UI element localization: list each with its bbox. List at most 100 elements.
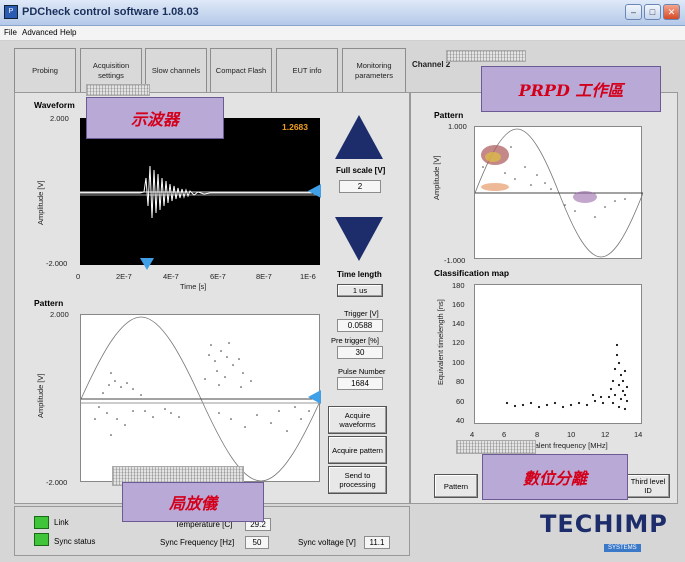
pulse-number-label: Pulse Number	[338, 367, 386, 376]
class-xlabel: Equivalent frequency [MHz]	[516, 441, 608, 450]
pattern-ymin: -2.000	[46, 478, 68, 487]
acquire-pattern-button[interactable]: Acquire pattern	[328, 436, 387, 464]
waveform-title: Waveform	[34, 100, 75, 110]
classification-graphic	[505, 343, 629, 411]
acquire-waveforms-button[interactable]: Acquire waveforms	[328, 406, 387, 434]
minimize-icon[interactable]: –	[625, 4, 642, 20]
sync-status-led-icon	[34, 533, 49, 546]
tab-slow-channels[interactable]: Slow channels	[145, 48, 207, 92]
logo-subtitle: SYSTEMS	[604, 544, 641, 552]
waveform-xtick-3: 6E-7	[210, 272, 226, 281]
class-ytick-6: 60	[456, 397, 465, 406]
window-title: PDCheck control software 1.08.03	[22, 6, 199, 18]
prpd-ylabel: Amplitude [V]	[432, 155, 441, 200]
class-ytick-5: 80	[456, 377, 465, 386]
prpd-title: Pattern	[434, 110, 464, 120]
close-icon[interactable]: ✕	[663, 4, 680, 20]
pattern-plot	[80, 314, 322, 482]
class-xtick-3: 10	[567, 430, 576, 439]
class-xtick-5: 14	[634, 430, 643, 439]
menu-file[interactable]: File	[4, 28, 17, 37]
sync-frequency-field: 50	[245, 536, 269, 549]
class-xtick-2: 8	[535, 430, 540, 439]
scale-up-arrow-icon[interactable]	[335, 115, 383, 159]
prpd-plot	[474, 126, 644, 259]
prpd-annotation: PRPD 工作區	[481, 66, 661, 112]
class-ytick-2: 140	[452, 319, 465, 328]
class-ytick-1: 160	[452, 300, 465, 309]
pulse-number-field: 1684	[337, 377, 383, 390]
time-length-label: Time length	[337, 270, 382, 279]
hatch-patch	[446, 50, 526, 62]
pretrigger-field[interactable]: 30	[337, 346, 383, 359]
waveform-xtick-4: 8E-7	[256, 272, 272, 281]
sync-frequency-label: Sync Frequency [Hz]	[160, 538, 235, 547]
full-scale-field[interactable]: 2	[339, 180, 381, 193]
waveform-plot	[80, 118, 320, 265]
waveform-readout: 1.2683	[282, 122, 308, 132]
class-ylabel: Equivalent timelength [ns]	[436, 299, 445, 385]
hatch-patch	[456, 440, 536, 454]
pd-instrument-annotation: 局放儀	[122, 482, 264, 522]
time-length-selector[interactable]: 1 us	[337, 284, 383, 297]
menu-bar	[0, 26, 685, 41]
pattern-ymax: 2.000	[50, 310, 69, 319]
sync-voltage-label: Sync voltage [V]	[298, 538, 356, 547]
sync-status-label: Sync status	[54, 537, 96, 546]
digital-separation-annotation: 數位分離	[482, 454, 628, 500]
prpd-graphic	[474, 128, 644, 258]
third-level-id-button[interactable]: Third level ID	[626, 474, 670, 498]
tab-probing[interactable]: Probing	[14, 48, 76, 92]
pattern-level-marker[interactable]	[308, 390, 321, 404]
pretrigger-label: Pre trigger [%]	[331, 336, 379, 345]
full-scale-label: Full scale [V]	[336, 166, 386, 175]
pretrigger-marker[interactable]	[140, 258, 154, 270]
class-ytick-7: 40	[456, 416, 465, 425]
link-label: Link	[54, 518, 69, 527]
menu-help[interactable]: Help	[60, 28, 77, 37]
hatch-patch	[86, 84, 150, 96]
prpd-ymax: 1.000	[448, 122, 467, 131]
title-bar	[0, 0, 685, 26]
waveform-xtick-2: 4E-7	[163, 272, 179, 281]
link-led-icon	[34, 516, 49, 529]
waveform-ylabel: Amplitude [V]	[36, 180, 45, 225]
prpd-ymin: -1.000	[444, 256, 466, 265]
scale-down-arrow-icon[interactable]	[335, 217, 383, 261]
tab-channel[interactable]: Channel 2	[412, 60, 451, 69]
sync-voltage-field: 11.1	[364, 536, 390, 549]
class-xtick-1: 6	[502, 430, 507, 439]
tab-compact-flash[interactable]: Compact Flash	[210, 48, 272, 92]
waveform-trace	[80, 165, 320, 219]
waveform-ymax: 2.000	[50, 114, 69, 123]
maximize-icon[interactable]: □	[644, 4, 661, 20]
menu-advanced[interactable]: Advanced	[22, 28, 58, 37]
pattern-ylabel: Amplitude [V]	[36, 373, 45, 418]
send-to-processing-button[interactable]: Send to processing	[328, 466, 387, 494]
classification-title: Classification map	[434, 268, 510, 278]
classification-plot	[474, 284, 642, 424]
temperature-label: Temperature [C]	[175, 520, 233, 529]
oscilloscope-annotation: 示波器	[86, 97, 224, 139]
pattern-title: Pattern	[34, 298, 64, 308]
waveform-xtick-1: 2E-7	[116, 272, 132, 281]
pattern-graphic	[80, 316, 322, 482]
trigger-label: Trigger [V]	[344, 309, 379, 318]
tab-monitoring-parameters[interactable]: Monitoring parameters	[342, 48, 406, 92]
trigger-level-marker[interactable]	[308, 184, 321, 198]
app-icon: P	[4, 5, 18, 19]
waveform-ymin: -2.000	[46, 259, 68, 268]
trigger-field[interactable]: 0.0588	[337, 319, 383, 332]
status-panel	[14, 506, 410, 556]
class-xtick-4: 12	[601, 430, 610, 439]
class-ytick-4: 100	[452, 358, 465, 367]
techimp-logo: TECHIMP	[540, 510, 668, 538]
pattern-button[interactable]: Pattern	[434, 474, 478, 498]
class-xtick-0: 4	[470, 430, 475, 439]
waveform-xtick-0: 0	[76, 272, 81, 281]
tab-eut-info[interactable]: EUT info	[276, 48, 338, 92]
class-ytick-0: 180	[452, 281, 465, 290]
waveform-xlabel: Time [s]	[180, 282, 207, 291]
class-ytick-3: 120	[452, 338, 465, 347]
waveform-xtick-5: 1E-6	[300, 272, 316, 281]
